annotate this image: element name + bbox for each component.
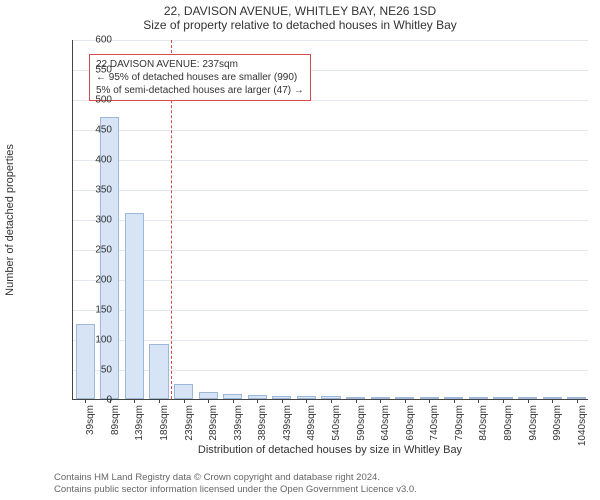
x-tick-label: 890sqm xyxy=(503,405,514,441)
x-tick-label: 289sqm xyxy=(208,405,219,441)
plot-area: 39sqm89sqm139sqm189sqm239sqm289sqm339sqm… xyxy=(72,40,588,400)
x-tick-label: 590sqm xyxy=(356,405,367,441)
x-tick-mark xyxy=(356,399,357,403)
gridline xyxy=(73,310,588,311)
x-tick-label: 940sqm xyxy=(528,405,539,441)
info-box-larger: 5% of semi-detached houses are larger (4… xyxy=(96,84,304,97)
x-tick-label: 740sqm xyxy=(429,405,440,441)
x-tick-label: 640sqm xyxy=(380,405,391,441)
x-tick-label: 690sqm xyxy=(405,405,416,441)
x-tick-mark xyxy=(405,399,406,403)
x-tick-label: 89sqm xyxy=(110,405,121,435)
x-tick-mark xyxy=(577,399,578,403)
x-tick-mark xyxy=(429,399,430,403)
x-tick-mark xyxy=(552,399,553,403)
y-axis-title: Number of detached properties xyxy=(4,144,16,296)
y-tick-label: 400 xyxy=(72,155,112,166)
info-box-title: 22 DAVISON AVENUE: 237sqm xyxy=(96,58,304,71)
gridline xyxy=(73,340,588,341)
gridline xyxy=(73,250,588,251)
y-tick-label: 100 xyxy=(72,335,112,346)
x-tick-mark xyxy=(306,399,307,403)
histogram-bar xyxy=(199,392,218,399)
page-super-title: 22, DAVISON AVENUE, WHITLEY BAY, NE26 1S… xyxy=(0,0,600,18)
x-tick-label: 189sqm xyxy=(159,405,170,441)
x-tick-mark xyxy=(184,399,185,403)
x-tick-label: 790sqm xyxy=(454,405,465,441)
x-tick-label: 339sqm xyxy=(233,405,244,441)
y-tick-label: 0 xyxy=(72,395,112,406)
histogram-bar xyxy=(125,213,144,399)
histogram-bar xyxy=(149,344,168,399)
gridline xyxy=(73,130,588,131)
gridline xyxy=(73,40,588,41)
x-tick-mark xyxy=(159,399,160,403)
y-tick-label: 500 xyxy=(72,95,112,106)
attribution-line-1: Contains HM Land Registry data © Crown c… xyxy=(54,472,417,484)
x-tick-mark xyxy=(208,399,209,403)
y-tick-label: 200 xyxy=(72,275,112,286)
x-tick-mark xyxy=(454,399,455,403)
x-tick-label: 540sqm xyxy=(331,405,342,441)
histogram-bar xyxy=(174,384,193,399)
x-tick-mark xyxy=(331,399,332,403)
x-tick-mark xyxy=(233,399,234,403)
x-tick-label: 39sqm xyxy=(85,405,96,435)
x-tick-label: 489sqm xyxy=(306,405,317,441)
gridline xyxy=(73,280,588,281)
y-tick-label: 600 xyxy=(72,35,112,46)
y-tick-label: 350 xyxy=(72,185,112,196)
x-tick-mark xyxy=(380,399,381,403)
y-tick-label: 550 xyxy=(72,65,112,76)
attribution-line-2: Contains public sector information licen… xyxy=(54,484,417,496)
gridline xyxy=(73,220,588,221)
x-tick-mark xyxy=(257,399,258,403)
x-tick-label: 439sqm xyxy=(282,405,293,441)
y-tick-label: 150 xyxy=(72,305,112,316)
x-tick-mark xyxy=(134,399,135,403)
x-tick-label: 139sqm xyxy=(134,405,145,441)
x-tick-mark xyxy=(282,399,283,403)
x-tick-mark xyxy=(478,399,479,403)
reference-info-box: 22 DAVISON AVENUE: 237sqm ← 95% of detac… xyxy=(89,54,311,101)
x-axis-title: Distribution of detached houses by size … xyxy=(72,444,588,456)
x-tick-label: 990sqm xyxy=(552,405,563,441)
y-tick-label: 50 xyxy=(72,365,112,376)
x-tick-label: 389sqm xyxy=(257,405,268,441)
info-box-smaller: ← 95% of detached houses are smaller (99… xyxy=(96,71,304,84)
gridline xyxy=(73,190,588,191)
page-title: Size of property relative to detached ho… xyxy=(0,18,600,34)
y-tick-label: 450 xyxy=(72,125,112,136)
x-tick-label: 840sqm xyxy=(478,405,489,441)
chart: Number of detached properties 39sqm89sqm… xyxy=(26,40,588,438)
gridline xyxy=(73,160,588,161)
x-tick-mark xyxy=(503,399,504,403)
x-tick-label: 1040sqm xyxy=(577,405,588,446)
y-tick-label: 300 xyxy=(72,215,112,226)
x-tick-label: 239sqm xyxy=(184,405,195,441)
y-tick-label: 250 xyxy=(72,245,112,256)
x-tick-mark xyxy=(528,399,529,403)
attribution: Contains HM Land Registry data © Crown c… xyxy=(54,472,417,496)
